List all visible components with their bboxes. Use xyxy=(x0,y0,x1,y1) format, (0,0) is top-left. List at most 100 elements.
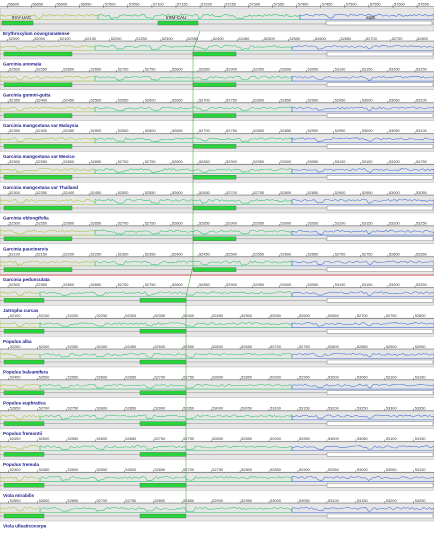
gene-box-trnV[interactable] xyxy=(3,144,73,149)
gene-box-trnM[interactable] xyxy=(192,175,237,180)
gene-box-0[interactable] xyxy=(1,20,34,26)
gene-box-1[interactable] xyxy=(157,20,199,26)
gene-box-trnV[interactable] xyxy=(3,483,45,488)
gene-box-2[interactable] xyxy=(325,20,433,26)
gene-box-trnM[interactable] xyxy=(192,205,237,211)
gene-box-trnV[interactable] xyxy=(3,452,45,457)
gene-box-trnV[interactable] xyxy=(3,236,73,241)
gene-box-trnM[interactable] xyxy=(139,483,187,488)
reference-profile-right xyxy=(299,13,434,20)
genome-name[interactable]: Populus euphratica xyxy=(3,400,46,405)
gene-box-atpE[interactable] xyxy=(326,359,434,365)
genome-name[interactable]: Garcinia mangostana var Malaysia xyxy=(3,123,79,128)
profile-left xyxy=(0,75,96,82)
genome-name[interactable]: Garcinia anomala xyxy=(3,62,42,67)
gene-box-atpE[interactable] xyxy=(326,513,434,519)
genome-name[interactable]: Garcinia oblongifolia xyxy=(3,216,49,221)
gene-box-atpE[interactable] xyxy=(326,51,434,57)
gene-box-atpE[interactable] xyxy=(326,452,434,457)
genome-0-tick-label: 52750 xyxy=(392,36,404,41)
genome-13-tick-label: 52750 xyxy=(183,436,195,441)
gene-box-trnM[interactable] xyxy=(139,452,187,457)
gene-box-trnM[interactable] xyxy=(139,359,187,365)
gene-box-trnV[interactable] xyxy=(3,298,45,303)
genome-name[interactable]: Populus tremula xyxy=(3,462,39,467)
gene-box-trnV[interactable] xyxy=(3,113,73,118)
genome-6-tick-label: 52800 xyxy=(172,221,184,226)
genome-2-tick-label: 52450 xyxy=(63,97,75,102)
genome-name[interactable]: Erythroxylum novogranatense xyxy=(3,31,70,36)
gene-box-atpE[interactable] xyxy=(326,421,434,426)
gene-box-atpE[interactable] xyxy=(326,205,434,211)
gene-box-trnV[interactable] xyxy=(3,390,45,395)
gene-box-atpE[interactable] xyxy=(326,483,434,488)
gene-box-atpE[interactable] xyxy=(326,236,434,241)
profile-right xyxy=(291,445,434,451)
genome-8-tick-label: 53100 xyxy=(335,282,347,287)
genome-name[interactable]: Garcinia paucinervis xyxy=(3,246,49,251)
genome-name[interactable]: Viola mirabilis xyxy=(3,493,35,498)
reference-tick-label: 57050 xyxy=(129,1,141,6)
gene-box-atpE[interactable] xyxy=(326,298,434,303)
gene-box-trnM[interactable] xyxy=(139,298,187,303)
genome-7-tick-label: 52450 xyxy=(199,251,211,256)
gene-box-atpE[interactable] xyxy=(326,144,434,149)
genome-name[interactable]: Garcinia mangostana var Thailand xyxy=(3,185,78,190)
profile-mid xyxy=(39,352,293,359)
gene-box-trnM[interactable] xyxy=(139,421,187,426)
genome-5-tick-label: 52600 xyxy=(172,190,184,195)
gene-box-trnM[interactable] xyxy=(192,144,237,149)
profile-mid xyxy=(39,414,293,421)
gene-box-trnV[interactable] xyxy=(3,359,45,365)
gene-box-atpE[interactable] xyxy=(326,175,434,180)
genome-name[interactable]: Garcinia pedunculata xyxy=(3,277,50,282)
profile-left xyxy=(0,198,96,205)
genome-9-tick-label: 52150 xyxy=(39,313,51,318)
gene-box-trnV[interactable] xyxy=(3,175,73,180)
gene-box-trnV[interactable] xyxy=(3,205,73,211)
genome-name[interactable]: Populus fremontii xyxy=(3,431,42,436)
gene-box-trnM[interactable] xyxy=(192,51,237,57)
genome-6-tick-label: 52650 xyxy=(91,221,103,226)
genome-name[interactable]: Viola ulleaticocorpe xyxy=(3,524,47,529)
gene-box-trnV[interactable] xyxy=(3,421,45,426)
gene-box-atpE[interactable] xyxy=(326,390,434,395)
gene-box-atpE[interactable] xyxy=(326,267,434,272)
genome-0-tick-label: 52650 xyxy=(341,36,353,41)
reference-tick-label: 56800 xyxy=(8,1,20,6)
gene-box-trnM[interactable] xyxy=(192,113,237,118)
genome-9-tick-label: 52550 xyxy=(270,313,282,318)
gene-box-atpE[interactable] xyxy=(326,113,434,118)
gene-box-trnM[interactable] xyxy=(192,82,237,87)
gene-box-trnM[interactable] xyxy=(139,513,187,519)
genome-12-tick-label: 52750 xyxy=(68,405,80,410)
gene-box-atpE[interactable] xyxy=(326,329,434,334)
genome-0-tick-label: 52200 xyxy=(111,36,123,41)
gene-box-trnM[interactable] xyxy=(139,390,187,395)
genome-3-tick-label: 52850 xyxy=(280,128,292,133)
gene-box-atpE[interactable] xyxy=(326,82,434,87)
gene-box-trnV[interactable] xyxy=(3,51,73,57)
genome-name[interactable]: Garcinia mangostana var Mexico xyxy=(3,154,75,159)
gene-box-trnV[interactable] xyxy=(3,329,45,334)
genome-name[interactable]: Populus balsamifera xyxy=(3,370,48,375)
genome-13-tick-label: 52900 xyxy=(270,436,282,441)
genome-5-tick-label: 52400 xyxy=(63,190,75,195)
genome-name[interactable]: Populus alba xyxy=(3,339,32,344)
genome-6-tick-label: 52550 xyxy=(36,221,48,226)
genome-name[interactable]: Garcinia gummi-gutta xyxy=(3,92,51,97)
gene-box-trnM[interactable] xyxy=(192,267,237,272)
gene-box-trnM[interactable] xyxy=(139,329,187,334)
genome-name[interactable]: Jatropha curcas xyxy=(3,308,39,313)
genome-7-tick-label: 52600 xyxy=(280,251,292,256)
gene-box-trnV[interactable] xyxy=(3,82,73,87)
gene-box-trnV[interactable] xyxy=(3,267,73,272)
gene-box-trnV[interactable] xyxy=(3,513,45,519)
genome-4-tick-label: 52800 xyxy=(172,159,184,164)
gene-box-trnM[interactable] xyxy=(192,236,237,241)
profile-right xyxy=(291,476,434,482)
genome-0-tick-label: 52000 xyxy=(9,36,21,41)
